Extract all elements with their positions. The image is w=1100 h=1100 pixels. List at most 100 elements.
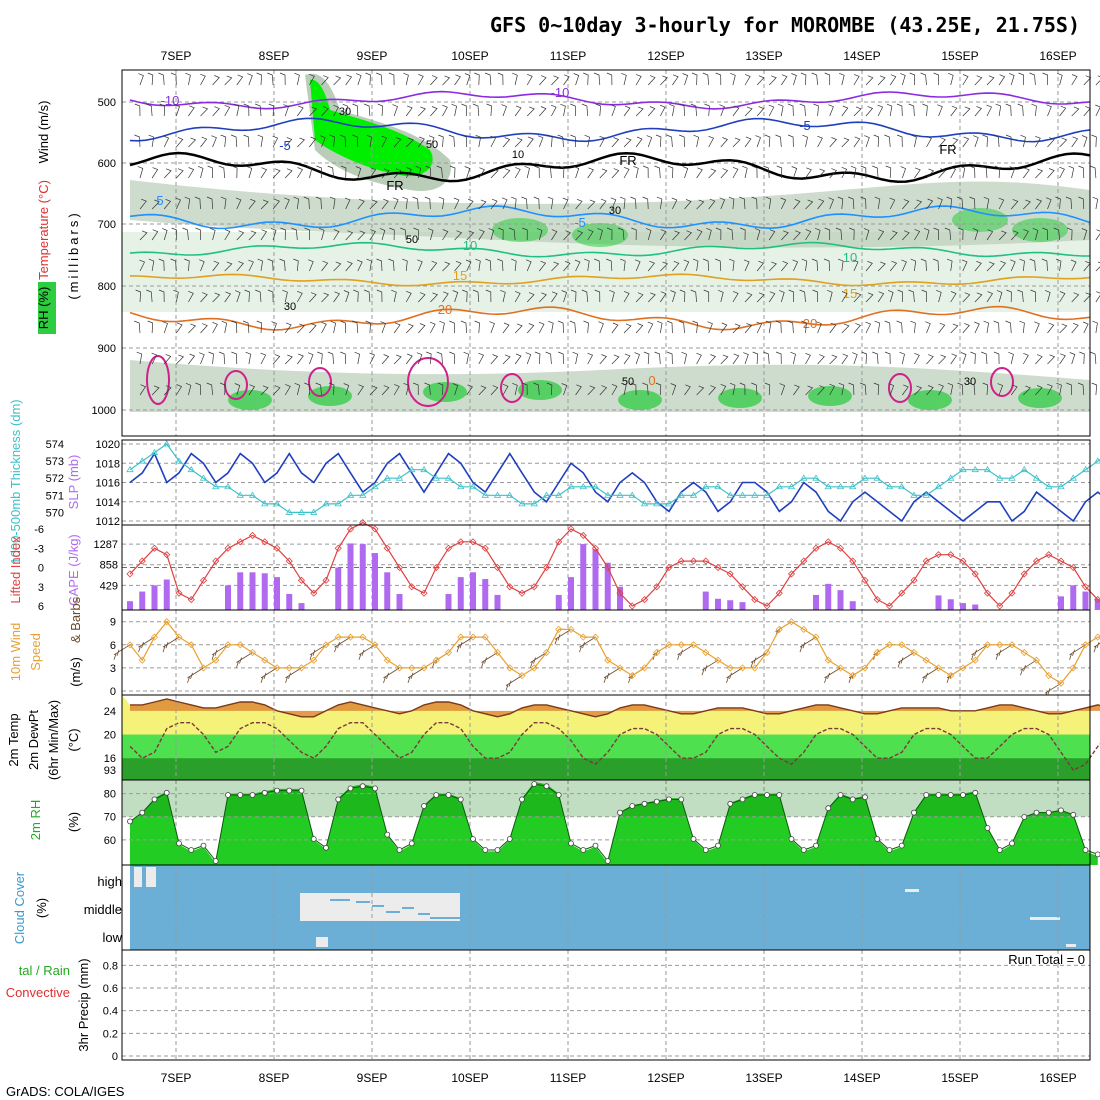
lifted-index-marker xyxy=(922,557,930,565)
upper-wind-barb xyxy=(246,166,253,179)
upper-wind-barb xyxy=(551,229,558,241)
upper-wind-barb xyxy=(1071,74,1078,86)
upper-wind-barb xyxy=(309,136,317,148)
wind10-speed-marker xyxy=(261,656,269,664)
upper-wind-barb xyxy=(957,227,964,241)
cape-bar xyxy=(298,603,305,610)
upper-wind-barb xyxy=(376,258,383,272)
upper-wind-barb xyxy=(630,196,637,210)
upper-wind-barb xyxy=(297,167,304,179)
upper-wind-barb xyxy=(969,196,976,210)
wind10-speed-marker xyxy=(959,664,967,672)
upper-wind-barb xyxy=(575,198,583,210)
upper-wind-barb xyxy=(248,230,257,241)
lifted-index-marker xyxy=(885,602,894,610)
upper-wind-barb xyxy=(754,228,761,241)
bottom-date-label: 14SEP xyxy=(843,1071,880,1085)
upper-wind-barb xyxy=(297,105,304,117)
rh2m-panel-labels: 2m RH (%) xyxy=(28,800,81,840)
upper-wind-barb xyxy=(787,134,794,148)
temperature-contour-label: 20 xyxy=(803,316,817,331)
upper-wind-barb xyxy=(321,260,329,272)
upper-wind-barb xyxy=(1066,227,1073,241)
upper-wind-barb xyxy=(147,320,154,334)
upper-wind-barb xyxy=(297,353,304,365)
upper-wind-barb xyxy=(464,73,471,86)
rh2m-marker xyxy=(139,809,146,816)
upper-wind-barb xyxy=(946,258,953,272)
upper-wind-barb xyxy=(756,292,765,303)
lifted-index-marker xyxy=(628,602,636,610)
lifted-index-marker xyxy=(555,538,563,546)
upper-wind-barb xyxy=(962,323,970,334)
upper-wind-barb xyxy=(630,382,637,396)
upper-wind-barb xyxy=(672,74,679,86)
lifted-index-marker xyxy=(1020,570,1028,578)
upper-wind-barb xyxy=(642,165,649,179)
upper-wind-barb xyxy=(575,230,584,241)
wind10-speed-marker xyxy=(297,664,306,672)
thickness-marker xyxy=(910,491,918,498)
upper-wind-barb xyxy=(381,354,390,365)
cape-bar xyxy=(837,590,844,610)
upper-wind-barb xyxy=(635,106,644,117)
top-date-label: 7SEP xyxy=(161,49,192,63)
upper-wind-barb xyxy=(182,227,189,241)
upper-wind-barb xyxy=(460,320,468,334)
upper-wind-barb xyxy=(243,134,250,148)
upper-wind-barb xyxy=(355,166,362,179)
temperature-contour-label: FR xyxy=(939,142,956,157)
lifted-index-marker xyxy=(310,589,318,597)
wind10-tick-label: 9 xyxy=(110,617,116,629)
upper-wind-barb xyxy=(478,352,484,365)
wind10-speed-marker xyxy=(555,625,563,633)
upper-wind-barb xyxy=(272,135,279,148)
upper-wind-barb xyxy=(424,196,431,210)
wind10-barb xyxy=(138,636,155,653)
upper-wind-barb xyxy=(243,103,250,117)
rh2m-marker xyxy=(849,796,856,803)
upper-wind-barb xyxy=(148,134,155,148)
wind10-tick-label: 6 xyxy=(110,640,116,652)
slp-label: SLP (mb) xyxy=(66,455,81,510)
upper-wind-barb xyxy=(684,230,693,241)
upper-wind-barb xyxy=(900,73,906,86)
upper-wind-barb xyxy=(787,320,794,334)
upper-wind-barb xyxy=(690,103,697,117)
rh-contour-label: 50 xyxy=(622,376,634,388)
upper-wind-barb xyxy=(872,351,879,365)
upper-wind-barb xyxy=(134,134,141,148)
upper-wind-barb xyxy=(974,321,980,334)
upper-wind-barb xyxy=(352,103,359,117)
rh2m-marker xyxy=(1033,809,1040,816)
upper-wind-barb xyxy=(525,259,532,272)
lifted-index-marker xyxy=(163,551,171,559)
upper-wind-barb xyxy=(139,198,147,210)
upper-wind-barb xyxy=(805,167,812,179)
upper-wind-barb xyxy=(283,104,289,117)
upper-wind-barb xyxy=(206,196,213,210)
upper-wind-barb xyxy=(524,165,530,179)
upper-wind-barb xyxy=(284,384,291,396)
rh2m-marker xyxy=(212,858,219,864)
upper-wind-barb xyxy=(280,227,286,241)
upper-wind-barb xyxy=(212,260,220,272)
upper-wind-barb xyxy=(351,320,359,334)
upper-wind-barb xyxy=(1031,103,1037,117)
cloud-clear-segment xyxy=(1066,944,1076,947)
upper-wind-barb xyxy=(696,199,705,210)
lifted-index-marker xyxy=(959,557,967,565)
upper-wind-barb xyxy=(514,167,521,179)
upper-wind-barb xyxy=(256,72,262,86)
upper-wind-barb xyxy=(557,134,564,148)
upper-wind-barb xyxy=(908,289,915,303)
upper-wind-barb xyxy=(968,382,976,396)
rh2m-marker xyxy=(372,785,378,792)
upper-wind-barb xyxy=(606,258,613,272)
upper-wind-barb xyxy=(291,227,298,241)
temperature-contour-label: -5 xyxy=(574,215,586,230)
rh2m-band xyxy=(122,780,1090,817)
upper-wind-barb xyxy=(439,320,445,334)
upper-wind-barb xyxy=(162,321,168,334)
upper-wind-barb xyxy=(279,72,286,86)
